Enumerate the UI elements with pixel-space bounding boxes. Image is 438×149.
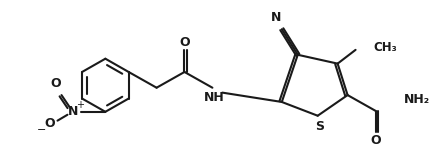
Text: O: O (50, 77, 61, 90)
Text: N: N (68, 105, 78, 118)
Text: S: S (314, 120, 323, 133)
Text: NH₂: NH₂ (403, 93, 428, 105)
Text: CH₃: CH₃ (373, 41, 396, 54)
Text: O: O (44, 117, 55, 130)
Text: −: − (37, 125, 46, 135)
Text: N: N (270, 11, 280, 24)
Text: O: O (369, 134, 380, 147)
Text: NH: NH (204, 91, 224, 104)
Text: +: + (76, 100, 84, 110)
Text: O: O (179, 36, 189, 49)
